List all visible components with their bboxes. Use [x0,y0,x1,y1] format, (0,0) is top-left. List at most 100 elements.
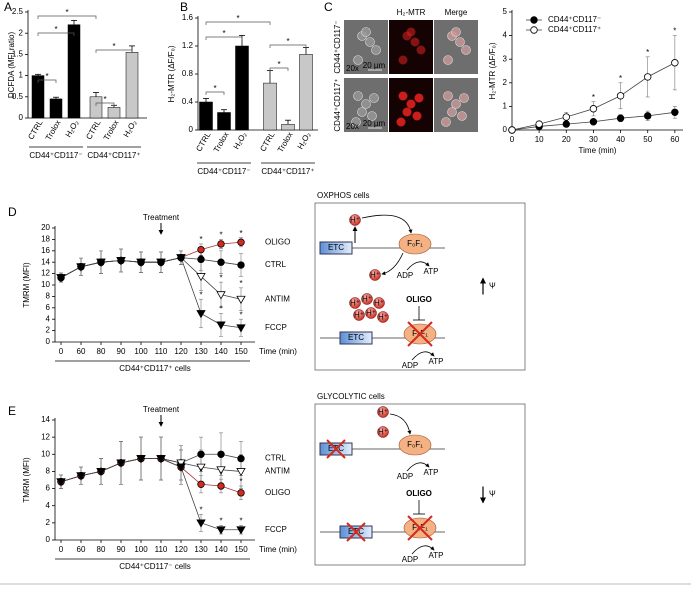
x-tick-label: 30 [589,135,598,144]
x-tick-label: 130 [194,545,208,554]
significance-label: * [222,29,225,38]
significance-label: * [239,517,242,526]
data-point [176,459,186,468]
bar [49,98,63,119]
y-tick-label: 10 [41,449,50,458]
cell [396,117,406,127]
column-label: H₂-MTR [397,8,426,17]
atp-label: ATP [429,551,444,560]
cell [398,55,408,65]
inhibition-cross [407,321,433,347]
row-label: CD44⁺CD117⁺ [333,78,342,131]
proton [373,297,385,309]
y-tick-label: 0 [46,337,51,346]
cell [412,111,422,121]
atp-synthase-label: F₀F₁ [407,440,423,449]
proton-label: H⁺ [378,313,388,322]
y-tick-label: 4 [503,31,508,40]
significance-bracket [95,102,115,106]
significance-bracket [37,32,75,36]
x-tick-label: CTRL [194,130,213,153]
y-tick-label: 0.4 [182,97,194,106]
subtitle: CD44⁺CD117⁻ cells [119,562,190,571]
significance-label: * [199,253,202,262]
proton-label: H⁺ [378,408,388,417]
cell [443,55,453,65]
y-axis-label: TMRM (MFI) [22,262,31,308]
proton-label: H⁺ [362,295,372,304]
column-label: Merge [445,8,468,17]
data-point [530,26,538,34]
x-tick-label: 60 [77,545,86,554]
atp-synthase [398,434,432,456]
significance-bracket [37,15,97,19]
cell [406,99,416,109]
data-point [589,105,598,113]
inhibitor-label: OLIGO [406,295,432,304]
data-point [616,92,625,100]
data-point [237,489,245,497]
diagram-box [314,403,526,566]
data-point [217,258,225,266]
significance-label: * [277,60,280,69]
x-tick-label: H₂O₂ [64,119,81,139]
x-tick-label: CTRL [84,118,103,141]
cell [451,27,461,37]
cell [353,91,363,101]
cell [369,93,379,103]
inhibitor-label: OLIGO [406,489,432,498]
cell [459,93,469,103]
data-point [535,120,543,128]
y-tick-label: 8 [46,292,51,301]
panel-label: D [8,205,17,219]
atp-label: ATP [424,468,439,477]
proton [377,426,389,438]
reaction-arrow [406,261,430,271]
data-point [76,472,86,481]
significance-label: * [219,231,222,240]
significance-bracket [269,67,289,71]
significance-label: * [286,37,289,46]
group-label: CD44⁺CD117⁺ [261,167,314,176]
data-point [96,468,106,477]
adp-label: ADP [402,361,418,370]
data-point [116,459,126,468]
significance-bracket [269,44,307,48]
cell [447,107,457,117]
legend-label: CD44⁺CD117⁻ [548,15,601,24]
y-axis-label: DCFDA (MFI ratio) [7,32,16,99]
significance-label: * [219,470,222,479]
data-point [562,113,570,121]
panel-label: B [180,0,188,14]
y-axis-label: H₂-MTR (ΔF/F₀) [488,42,497,99]
series-line [60,458,242,483]
diagram-box [314,202,526,371]
legend-label: ANTIM [265,467,290,476]
row-label: CD44⁺CD117⁻ [333,20,342,73]
data-point [562,120,570,128]
x-tick-label: H₂O₂ [296,131,313,151]
reaction-arrow [411,545,435,555]
y-tick-label: 18 [41,235,50,244]
x-tick-label: 110 [155,347,168,356]
cell [416,45,426,55]
magnification: 20x [346,64,359,73]
data-point [196,273,206,282]
cell [357,107,367,117]
adp-label: ADP [402,555,418,564]
significance-label: * [213,84,216,93]
proton [349,297,361,309]
x-tick-label: 100 [134,545,148,554]
cell [410,37,420,47]
potential-label: Ψ [489,490,496,499]
y-tick-label: 1.5 [12,50,24,59]
data-point [216,321,226,330]
y-tick-label: 0 [189,125,194,134]
significance-label: * [199,467,202,476]
x-tick-label: Trolox [276,131,295,154]
y-tick-label: 12 [41,269,50,278]
significance-label: * [619,74,622,83]
legend-label: FCCP [265,525,287,534]
inhibition-cross [326,439,346,459]
bar [89,96,103,119]
